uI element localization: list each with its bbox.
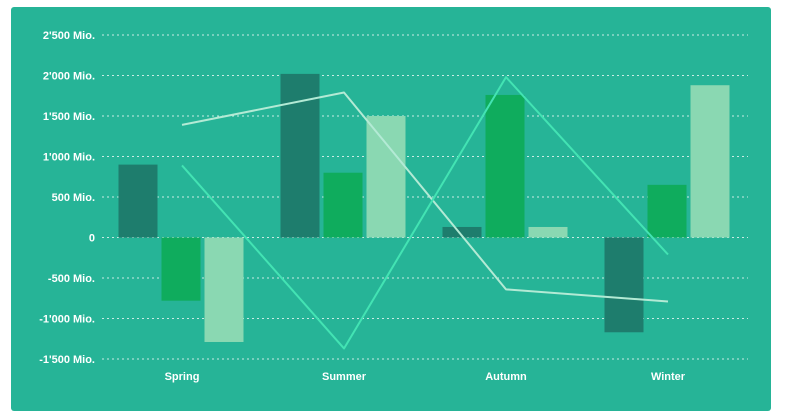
bar[interactable]: [604, 237, 644, 333]
chart-svg: 2'500 Mio. 2'000 Mio. 1'500 Mio. 1'000 Mio.…: [39, 30, 748, 383]
y-tick-label: -1'500 Mio.: [39, 354, 95, 366]
x-tick-label: Spring: [165, 371, 200, 383]
bar[interactable]: [647, 184, 687, 238]
bar[interactable]: [366, 116, 406, 238]
x-tick-label: Winter: [651, 371, 686, 383]
bar[interactable]: [690, 85, 730, 238]
bar[interactable]: [528, 226, 568, 238]
x-tick-label: Summer: [322, 371, 367, 383]
x-axis-ticks: Spring Summer Autumn Winter: [165, 371, 686, 383]
y-tick-label: -500 Mio.: [48, 273, 95, 285]
y-tick-label: 500 Mio.: [52, 192, 95, 204]
y-tick-label: 0: [89, 233, 95, 245]
x-tick-label: Autumn: [485, 371, 527, 383]
bar[interactable]: [204, 237, 244, 342]
bars: [118, 73, 730, 342]
bar[interactable]: [485, 94, 525, 238]
chart-panel: 2'500 Mio. 2'000 Mio. 1'500 Mio. 1'000 Mio.…: [11, 7, 771, 411]
y-tick-label: 1'000 Mio.: [43, 152, 95, 164]
series-line[interactable]: [181, 91, 669, 303]
bar[interactable]: [118, 164, 158, 238]
bar[interactable]: [442, 226, 482, 238]
y-tick-label: 1'500 Mio.: [43, 111, 95, 123]
y-tick-label: 2'000 Mio.: [43, 71, 95, 83]
y-tick-label: 2'500 Mio.: [43, 30, 95, 42]
y-tick-label: -1'000 Mio.: [39, 314, 95, 326]
bar[interactable]: [323, 172, 363, 238]
lines: [181, 76, 669, 350]
bar[interactable]: [161, 237, 201, 301]
series-line[interactable]: [181, 76, 669, 350]
y-axis-ticks: 2'500 Mio. 2'000 Mio. 1'500 Mio. 1'000 Mio.…: [39, 30, 95, 366]
